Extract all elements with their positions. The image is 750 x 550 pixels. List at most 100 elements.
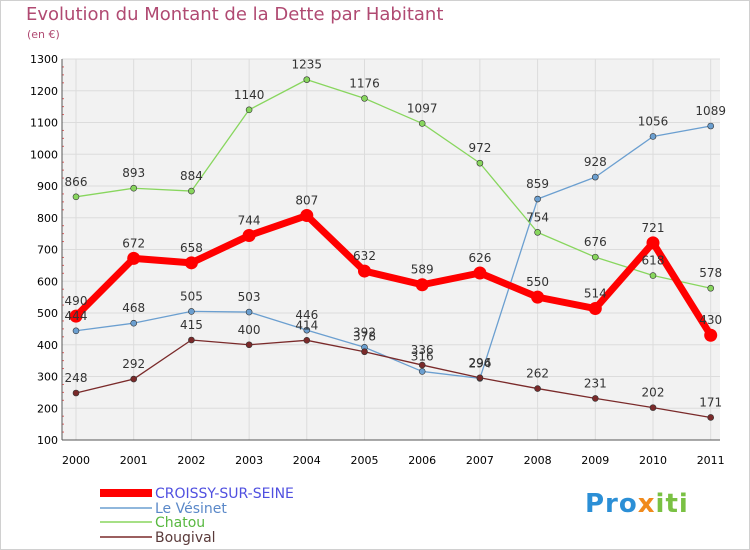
data-point (707, 414, 715, 421)
data-point (531, 290, 545, 304)
data-label: 1235 (292, 58, 323, 72)
data-point (649, 272, 657, 279)
data-label: 171 (699, 395, 722, 409)
brand-part-1: Pro (585, 489, 638, 519)
data-point (361, 95, 368, 102)
data-point (188, 308, 195, 315)
data-point (534, 385, 541, 392)
data-label: 468 (122, 301, 145, 315)
data-label: 866 (65, 175, 88, 189)
x-tick-label: 2003 (235, 454, 263, 467)
x-tick-label: 2002 (177, 454, 205, 467)
data-point (707, 122, 715, 130)
data-label: 414 (295, 318, 318, 332)
data-label: 754 (526, 210, 549, 224)
data-label: 972 (468, 141, 491, 155)
data-label: 550 (526, 275, 549, 289)
data-point (707, 284, 715, 292)
data-point (473, 266, 487, 280)
data-label: 490 (65, 294, 88, 308)
brand-logo: Proxiti (585, 489, 689, 519)
series-line-3 (75, 339, 712, 419)
data-label: 1176 (349, 76, 380, 90)
data-point (69, 309, 83, 323)
y-tick-label: 600 (37, 275, 58, 288)
data-label: 503 (238, 290, 261, 304)
data-point (534, 195, 541, 203)
data-label: 928 (584, 155, 607, 169)
legend-label: Chatou (155, 515, 205, 531)
data-label: 446 (295, 308, 318, 322)
data-label: 1056 (638, 114, 669, 128)
data-point (591, 253, 599, 261)
brand-part-2: x (637, 489, 656, 519)
data-point (303, 76, 311, 83)
data-label: 336 (411, 343, 434, 357)
data-point (415, 278, 429, 292)
x-tick-label: 2008 (524, 454, 552, 467)
data-label: 296 (468, 356, 491, 370)
data-point (418, 120, 426, 127)
data-point (72, 193, 80, 201)
y-tick-label: 800 (37, 212, 58, 225)
data-label: 618 (642, 254, 665, 268)
x-tick-label: 2011 (697, 454, 725, 467)
data-point (188, 187, 195, 195)
series-line-0 (72, 212, 715, 339)
data-label: 294 (468, 356, 491, 370)
series-line-2 (75, 78, 712, 289)
y-tick-label: 700 (37, 244, 58, 257)
series-line-1 (75, 125, 712, 380)
x-tick-label: 2010 (639, 454, 667, 467)
data-point (245, 308, 253, 316)
data-label: 859 (526, 177, 549, 191)
data-label: 626 (468, 251, 491, 265)
chart-subtitle: (en €) (27, 28, 60, 41)
data-label: 392 (353, 325, 376, 339)
data-point (130, 319, 137, 327)
x-tick-label: 2007 (466, 454, 494, 467)
data-label: 589 (411, 263, 434, 277)
data-point (242, 229, 256, 243)
x-tick-label: 2004 (293, 454, 321, 467)
data-label: 884 (180, 169, 203, 183)
y-tick-label: 1100 (30, 117, 58, 130)
x-tick-label: 2005 (351, 454, 379, 467)
data-label: 262 (526, 367, 549, 381)
data-label: 672 (122, 236, 145, 250)
data-point (72, 389, 80, 397)
data-point (303, 326, 311, 334)
data-point (245, 106, 253, 114)
data-label: 505 (180, 289, 203, 303)
data-point (303, 337, 311, 344)
data-label: 316 (411, 349, 434, 363)
data-point (418, 368, 426, 375)
y-tick-label: 1300 (30, 53, 58, 66)
data-label: 231 (584, 376, 607, 390)
data-point (704, 328, 718, 342)
y-tick-label: 300 (37, 371, 58, 384)
legend-label: Le Vésinet (155, 501, 227, 517)
x-tick-label: 2001 (120, 454, 148, 467)
y-tick-label: 1000 (30, 148, 58, 161)
data-point (188, 336, 195, 344)
data-label: 578 (699, 266, 722, 280)
y-tick-label: 500 (37, 307, 58, 320)
data-label: 514 (584, 287, 607, 301)
data-label: 292 (122, 357, 145, 371)
y-tick-label: 400 (37, 339, 58, 352)
data-point (300, 209, 314, 223)
data-label: 632 (353, 249, 376, 263)
data-point (649, 133, 657, 140)
data-label: 248 (65, 371, 88, 385)
x-tick-label: 2006 (408, 454, 436, 467)
data-label: 400 (238, 323, 261, 337)
data-point (361, 348, 368, 356)
data-label: 1140 (234, 88, 265, 102)
data-label: 1097 (407, 101, 438, 115)
data-point (245, 341, 253, 349)
data-point (418, 361, 426, 369)
data-label: 415 (180, 318, 203, 332)
data-point (476, 159, 484, 167)
